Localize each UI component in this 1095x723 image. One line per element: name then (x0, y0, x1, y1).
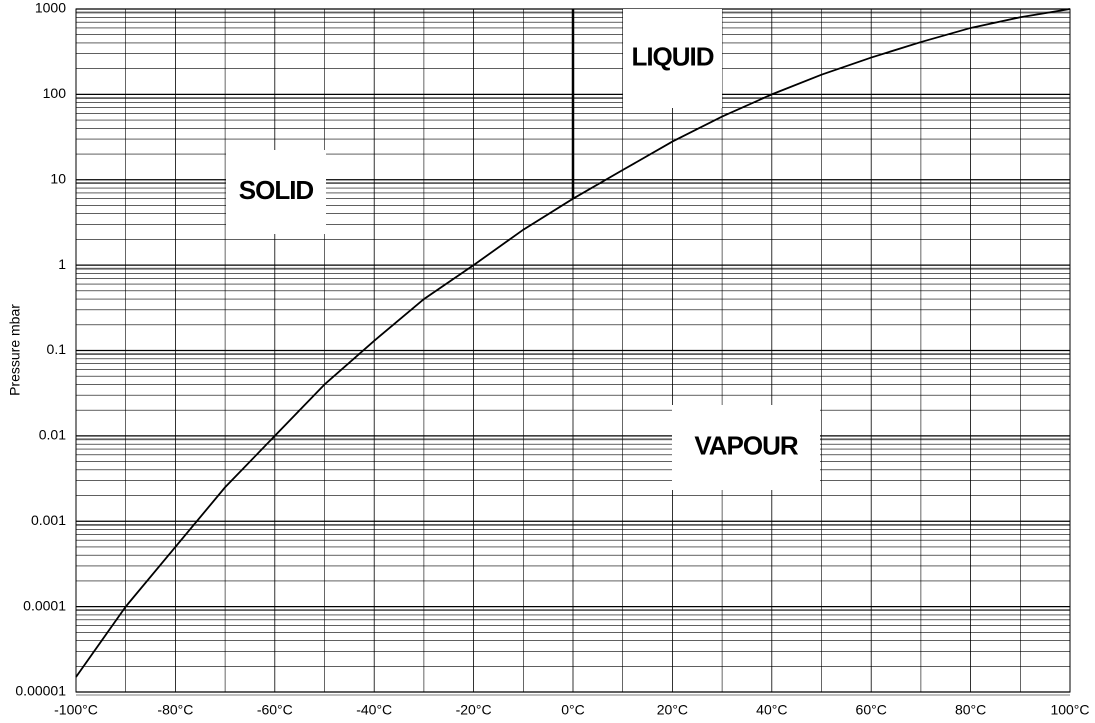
y-tick-label: 1 (58, 256, 66, 272)
y-tick-label: 0.00001 (15, 683, 66, 699)
x-tick-label: 20°C (657, 702, 688, 718)
y-tick-label: 10 (50, 170, 66, 186)
y-axis-label: Pressure mbar (7, 304, 23, 396)
region-label: LIQUID (631, 41, 713, 71)
y-tick-label: 1000 (35, 0, 66, 16)
annotation-box (672, 405, 820, 490)
y-tick-label: 0.001 (31, 512, 66, 528)
y-tick-label: 0.1 (47, 341, 67, 357)
annotation-box (226, 150, 326, 234)
x-tick-label: -20°C (456, 702, 492, 718)
y-tick-label: 0.0001 (23, 597, 66, 613)
x-tick-label: 100°C (1050, 702, 1089, 718)
x-tick-label: 0°C (561, 702, 585, 718)
x-tick-label: -80°C (157, 702, 193, 718)
region-label: VAPOUR (694, 430, 799, 460)
x-tick-label: -60°C (257, 702, 293, 718)
x-tick-label: -40°C (356, 702, 392, 718)
x-tick-label: 80°C (955, 702, 986, 718)
region-label: SOLID (239, 175, 314, 205)
y-tick-label: 100 (43, 85, 67, 101)
y-tick-label: 0.01 (39, 427, 66, 443)
x-tick-label: -100°C (54, 702, 98, 718)
annotation-box (623, 9, 722, 108)
x-tick-label: 40°C (756, 702, 787, 718)
x-tick-label: 60°C (856, 702, 887, 718)
